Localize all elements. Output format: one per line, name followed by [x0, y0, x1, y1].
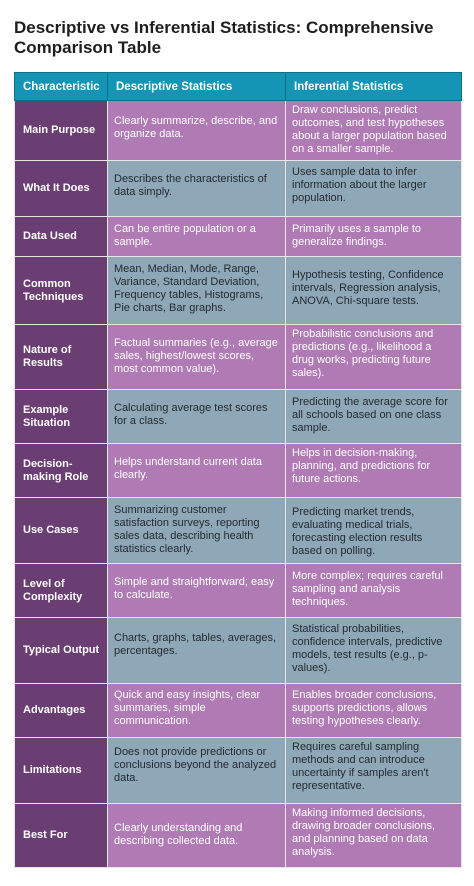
row-descriptive: Mean, Median, Mode, Range, Variance, Sta… — [107, 256, 286, 325]
header-characteristic: Characteristic — [14, 72, 108, 101]
row-characteristic: Use Cases — [14, 497, 108, 564]
row-inferential: Requires careful sampling methods and ca… — [285, 737, 462, 804]
row-inferential: Helps in decision-making, planning, and … — [285, 443, 462, 498]
row-characteristic: Advantages — [14, 683, 108, 738]
row-characteristic: What It Does — [14, 160, 108, 217]
row-inferential: Enables broader conclusions, supports pr… — [285, 683, 462, 738]
table-row: Example Situation Calculating average te… — [14, 389, 462, 444]
row-characteristic: Typical Output — [14, 617, 108, 684]
table-row: Data Used Can be entire population or a … — [14, 216, 462, 257]
table-row: Nature of Results Factual summaries (e.g… — [14, 324, 462, 390]
table-header-row: Characteristic Descriptive Statistics In… — [14, 72, 462, 101]
row-characteristic: Main Purpose — [14, 100, 108, 161]
row-descriptive: Can be entire population or a sample. — [107, 216, 286, 257]
table-row: Limitations Does not provide predictions… — [14, 737, 462, 804]
row-descriptive: Charts, graphs, tables, averages, percen… — [107, 617, 286, 684]
row-descriptive: Describes the characteristics of data si… — [107, 160, 286, 217]
comparison-table: Characteristic Descriptive Statistics In… — [14, 72, 462, 868]
row-inferential: Predicting the average score for all sch… — [285, 389, 462, 444]
row-descriptive: Simple and straightforward; easy to calc… — [107, 563, 286, 618]
row-descriptive: Calculating average test scores for a cl… — [107, 389, 286, 444]
row-descriptive: Quick and easy insights, clear summaries… — [107, 683, 286, 738]
row-descriptive: Clearly summarize, describe, and organiz… — [107, 100, 286, 161]
row-characteristic: Level of Complexity — [14, 563, 108, 618]
table-row: Main Purpose Clearly summarize, describe… — [14, 100, 462, 161]
row-inferential: Probabilistic conclusions and prediction… — [285, 324, 462, 390]
table-row: Level of Complexity Simple and straightf… — [14, 563, 462, 618]
table-row: Decision-making Role Helps understand cu… — [14, 443, 462, 498]
header-inferential: Inferential Statistics — [285, 72, 462, 101]
row-inferential: More complex; requires careful sampling … — [285, 563, 462, 618]
row-inferential: Primarily uses a sample to generalize fi… — [285, 216, 462, 257]
row-descriptive: Summarizing customer satisfaction survey… — [107, 497, 286, 564]
table-row: Common Techniques Mean, Median, Mode, Ra… — [14, 256, 462, 325]
row-characteristic: Best For — [14, 803, 108, 868]
page-title: Descriptive vs Inferential Statistics: C… — [14, 18, 434, 57]
row-descriptive: Factual summaries (e.g., average sales, … — [107, 324, 286, 390]
row-characteristic: Common Techniques — [14, 256, 108, 325]
table-row: Best For Clearly understanding and descr… — [14, 803, 462, 868]
row-characteristic: Decision-making Role — [14, 443, 108, 498]
row-inferential: Statistical probabilities, confidence in… — [285, 617, 462, 684]
table-row: Typical Output Charts, graphs, tables, a… — [14, 617, 462, 684]
header-descriptive: Descriptive Statistics — [107, 72, 286, 101]
row-inferential: Draw conclusions, predict outcomes, and … — [285, 100, 462, 161]
row-inferential: Predicting market trends, evaluating med… — [285, 497, 462, 564]
row-characteristic: Nature of Results — [14, 324, 108, 390]
row-descriptive: Helps understand current data clearly. — [107, 443, 286, 498]
row-inferential: Hypothesis testing, Confidence intervals… — [285, 256, 462, 325]
row-descriptive: Does not provide predictions or conclusi… — [107, 737, 286, 804]
row-inferential: Uses sample data to infer information ab… — [285, 160, 462, 217]
row-descriptive: Clearly understanding and describing col… — [107, 803, 286, 868]
row-inferential: Making informed decisions, drawing broad… — [285, 803, 462, 868]
row-characteristic: Data Used — [14, 216, 108, 257]
table-row: Advantages Quick and easy insights, clea… — [14, 683, 462, 738]
row-characteristic: Example Situation — [14, 389, 108, 444]
row-characteristic: Limitations — [14, 737, 108, 804]
table-row: Use Cases Summarizing customer satisfact… — [14, 497, 462, 564]
table-row: What It Does Describes the characteristi… — [14, 160, 462, 217]
